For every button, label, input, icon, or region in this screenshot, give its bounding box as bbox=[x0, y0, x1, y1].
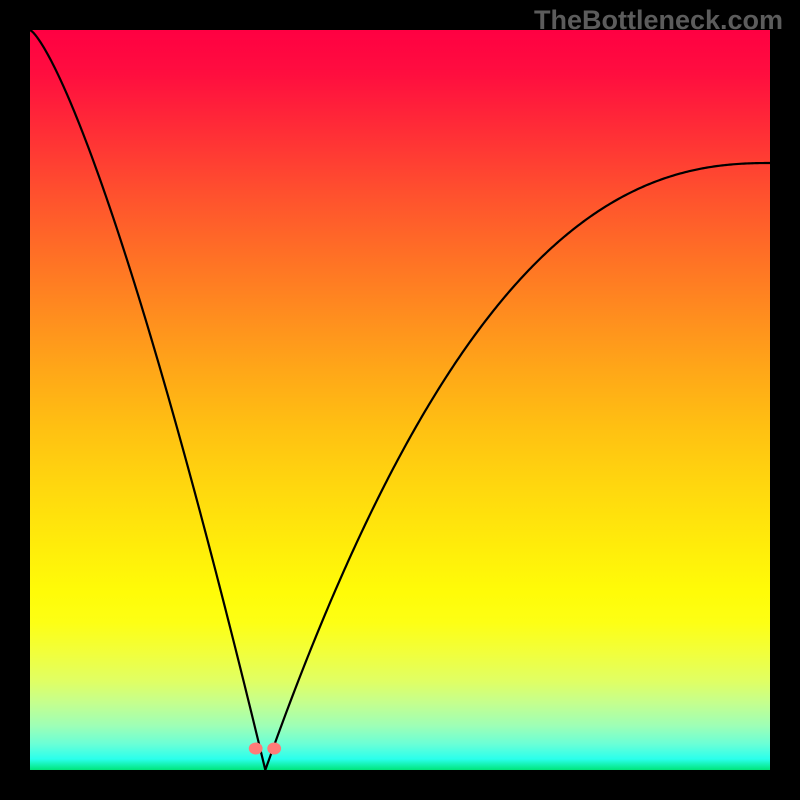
bottleneck-chart bbox=[0, 0, 800, 800]
watermark-label: TheBottleneck.com bbox=[534, 5, 783, 36]
plot-area bbox=[30, 30, 770, 770]
marker-dot-1 bbox=[267, 743, 281, 755]
marker-dot-0 bbox=[249, 743, 263, 755]
